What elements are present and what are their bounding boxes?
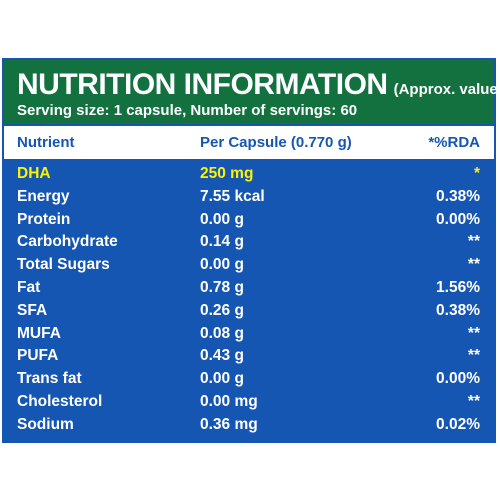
nutrient-rda: **: [467, 392, 480, 410]
nutrient-rda: 0.02%: [436, 415, 480, 433]
nutrient-name: Cholesterol: [17, 392, 103, 410]
title-line: NUTRITION INFORMATION (Approx. values):: [17, 68, 500, 102]
nutrient-name: SFA: [17, 301, 48, 319]
nutrient-amount: 250 mg: [200, 165, 254, 182]
nutrient-name: Protein: [17, 210, 71, 228]
nutrient-name: PUFA: [17, 347, 59, 365]
nutrient-name: MUFA: [17, 324, 61, 342]
nutrient-rda: **: [467, 256, 480, 274]
table-row: Carbohydrate 0.14 g **: [4, 230, 494, 253]
nutrient-table: DHA 250 mg * Energy 7.55 kcal 0.38% Prot…: [4, 162, 494, 436]
nutrient-amount: 0.00 g: [200, 370, 244, 388]
table-row: PUFA 0.43 g **: [4, 344, 494, 367]
table-row: Sodium 0.36 mg 0.02%: [4, 413, 494, 436]
column-header-nutrient: Nutrient: [17, 134, 75, 151]
table-row: Fat 0.78 g 1.56%: [4, 276, 494, 299]
table-row: Trans fat 0.00 g 0.00%: [4, 367, 494, 390]
nutrient-amount: 0.00 g: [200, 210, 244, 228]
column-header-per-capsule: Per Capsule (0.770 g): [200, 134, 352, 151]
nutrient-rda: 0.38%: [436, 301, 480, 319]
nutrition-header: NUTRITION INFORMATION (Approx. values): S…: [4, 60, 500, 124]
nutrient-rda: *: [473, 165, 480, 182]
column-header-rda: *%RDA: [428, 134, 480, 151]
nutrient-name: Energy: [17, 187, 70, 205]
nutrient-name: Carbohydrate: [17, 233, 118, 251]
nutrient-name: Trans fat: [17, 370, 82, 388]
serving-info: Serving size: 1 capsule, Number of servi…: [17, 102, 358, 119]
table-row: Total Sugars 0.00 g **: [4, 253, 494, 276]
table-row: Cholesterol 0.00 mg **: [4, 390, 494, 413]
table-row: SFA 0.26 g 0.38%: [4, 299, 494, 322]
nutrient-rda: **: [467, 347, 480, 365]
nutrient-rda: 0.00%: [436, 210, 480, 228]
nutrient-rda: 0.00%: [436, 370, 480, 388]
table-row: Protein 0.00 g 0.00%: [4, 208, 494, 231]
column-headers: Nutrient Per Capsule (0.770 g) *%RDA: [4, 126, 494, 159]
nutrient-name: Total Sugars: [17, 256, 110, 274]
nutrient-name: Sodium: [17, 415, 74, 433]
nutrition-title: NUTRITION INFORMATION: [17, 68, 388, 101]
nutrient-amount: 7.55 kcal: [200, 187, 265, 205]
nutrient-name: Fat: [17, 278, 41, 296]
table-row: DHA 250 mg *: [4, 162, 494, 185]
nutrient-amount: 0.08 g: [200, 324, 244, 342]
nutrient-rda: **: [467, 324, 480, 342]
table-row: Energy 7.55 kcal 0.38%: [4, 185, 494, 208]
nutrient-rda: 0.38%: [436, 187, 480, 205]
table-row: MUFA 0.08 g **: [4, 322, 494, 345]
nutrient-amount: 0.14 g: [200, 233, 244, 251]
nutrient-amount: 0.36 mg: [200, 415, 258, 433]
nutrition-panel: NUTRITION INFORMATION (Approx. values): S…: [2, 58, 500, 443]
nutrient-amount: 0.26 g: [200, 301, 244, 319]
nutrient-amount: 0.43 g: [200, 347, 244, 365]
nutrient-name: DHA: [17, 165, 51, 182]
nutrient-amount: 0.00 g: [200, 256, 244, 274]
nutrition-subtitle: (Approx. values):: [393, 81, 500, 98]
nutrient-rda: **: [467, 233, 480, 251]
nutrient-amount: 0.00 mg: [200, 392, 258, 410]
nutrient-rda: 1.56%: [436, 278, 480, 296]
nutrient-amount: 0.78 g: [200, 278, 244, 296]
